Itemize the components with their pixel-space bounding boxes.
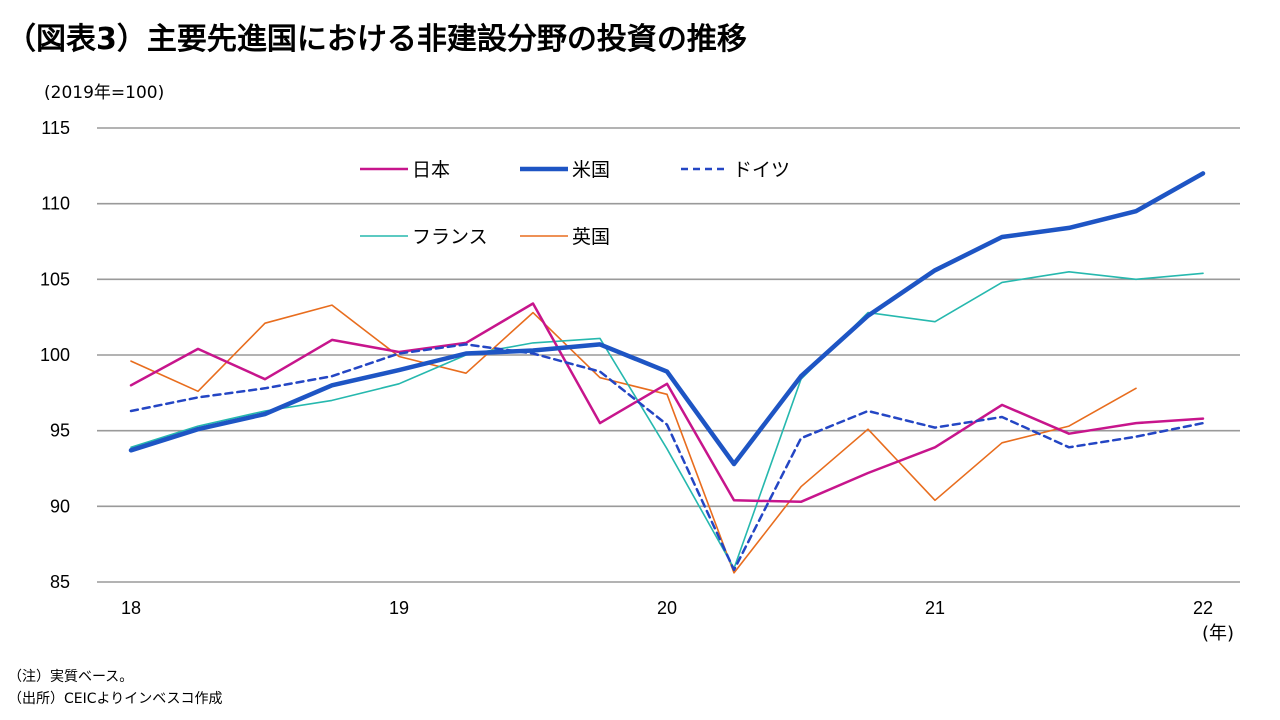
x-tick-label: 20 [657,598,677,618]
y-tick-label: 105 [40,269,70,289]
y-axis-unit-label: (2019年=100) [44,83,165,103]
legend-label: 英国 [572,226,610,248]
series-line-3 [130,271,1204,570]
legend-label: 米国 [572,159,610,181]
legend-label: 日本 [412,159,450,181]
gridlines [97,127,1240,583]
series-line-2 [129,343,1205,572]
y-tick-label: 110 [41,194,70,214]
chart-title: （図表3）主要先進国における非建設分野の投資の推移 [6,22,747,57]
y-tick-label: 115 [41,118,70,138]
y-tick-label: 95 [50,421,70,441]
x-tick-label: 18 [121,598,141,618]
x-tick-label: 19 [389,598,409,618]
series-line-1 [128,171,1206,467]
y-tick-label: 100 [40,345,70,365]
legend-label: ドイツ [733,159,790,181]
y-tick-label: 90 [50,496,70,516]
series-line-0 [129,302,1205,504]
x-tick-label: 22 [1193,598,1213,618]
series-line-4 [130,304,1137,574]
legend-label: フランス [412,226,488,248]
x-axis-tick-labels: 18 19 20 21 22 [121,598,1213,618]
x-axis-unit-label: (年) [1202,623,1234,644]
y-tick-label: 85 [50,572,70,592]
footnote-note: （注）実質ベース。 [8,669,134,685]
series-lines [128,171,1206,574]
y-axis-tick-labels: 85 90 95 100 105 110 115 [40,118,70,592]
footnote-source: （出所）CEICよりインベスコ作成 [8,691,223,707]
x-tick-label: 21 [925,598,945,618]
